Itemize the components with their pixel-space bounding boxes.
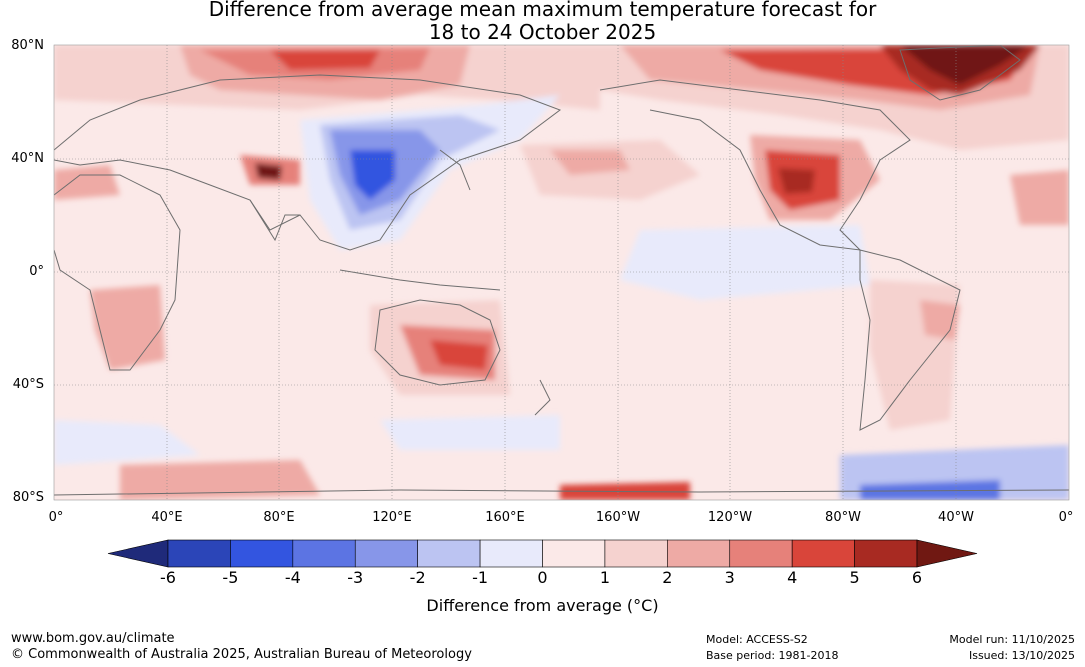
anomaly-europe: [54, 165, 120, 200]
anomaly-central-asia-core: [255, 163, 282, 180]
coast-greenland: [899, 45, 1021, 101]
coast-south-america: [859, 249, 961, 431]
lon-label-0-left: 0°: [48, 510, 64, 525]
coast-australia: [374, 299, 501, 386]
anomaly-southern-cool-1: [54, 420, 200, 465]
lon-label-40w: 40°W: [938, 510, 974, 525]
anomaly-eq-pacific: [620, 225, 870, 300]
colorbar-tick-label: -3: [347, 568, 364, 587]
chart-title: Difference from average mean maximum tem…: [0, 0, 1085, 44]
colorbar-segment: [167, 539, 231, 568]
title-line-1: Difference from average mean maximum tem…: [208, 0, 877, 21]
colorbar-segment: [791, 539, 855, 568]
colorbar-tick-label: -4: [284, 568, 301, 587]
lon-label-0-right: 0°: [1058, 510, 1074, 525]
lon-label-120w: 120°W: [707, 510, 753, 525]
colorbar-tick-label: 6: [911, 568, 923, 587]
colorbar-tick-label: 3: [724, 568, 735, 587]
title-line-2: 18 to 24 October 2025: [428, 20, 657, 44]
colorbar-tick-label: -6: [160, 568, 176, 587]
colorbar-tick-label: 1: [599, 568, 610, 587]
anomaly-southern-cool-2: [380, 415, 560, 450]
lat-label-80s: 80°S: [12, 490, 44, 505]
anomaly-npac-warm: [550, 150, 630, 175]
footer-issued: Issued: 13/10/2025: [968, 649, 1075, 662]
colorbar-tick-label: 2: [662, 568, 673, 587]
coast-africa: [54, 174, 181, 371]
coast-north-america: [599, 79, 911, 251]
coast-eurasia: [54, 74, 562, 251]
colorbar-extend-max: [916, 539, 978, 568]
colorbar-tick-label: 5: [849, 568, 860, 587]
anomaly-china-coldest: [350, 150, 395, 200]
colorbar-tick-label: 0: [537, 568, 548, 587]
coast-nz: [534, 379, 551, 416]
anomaly-southern-warm: [120, 460, 320, 500]
colorbar-tick-label: 4: [787, 568, 798, 587]
colorbar-tick-label: -5: [222, 568, 239, 587]
colorbar-tick-label: -2: [409, 568, 426, 587]
lat-label-40s: 40°S: [12, 377, 44, 392]
anomaly-antarctic-cold: [860, 480, 1000, 500]
lat-label-80n: 80°N: [11, 38, 44, 53]
colorbar-segment: [479, 539, 543, 568]
lon-label-120e: 120°E: [372, 510, 412, 525]
lon-label-40e: 40°E: [151, 510, 183, 525]
anomaly-australia-core: [430, 340, 488, 370]
anomaly-usa-core: [778, 168, 815, 194]
colorbar-segment: [604, 539, 668, 568]
coastlines: [54, 45, 1069, 496]
map-frame: [53, 44, 1070, 501]
lat-label-equator: 0°: [29, 264, 44, 279]
lon-label-80w: 80°W: [825, 510, 861, 525]
lon-label-160e: 160°E: [485, 510, 525, 525]
anomaly-layer: [54, 45, 1069, 500]
colorbar-segment: [729, 539, 793, 568]
anomaly-arctic-eurasia-core: [270, 50, 380, 70]
coast-japan: [439, 149, 471, 191]
lon-label-80e: 80°E: [263, 510, 295, 525]
anomaly-greenland-extreme: [900, 45, 1030, 85]
lat-label-40n: 40°N: [11, 151, 44, 166]
lon-label-160w: 160°W: [595, 510, 641, 525]
colorbar-segment: [354, 539, 418, 568]
colorbar-segment: [854, 539, 918, 568]
coast-indonesia: [339, 269, 501, 291]
colorbar-tick-label: -1: [472, 568, 489, 587]
colorbar-extend-min: [107, 539, 169, 568]
coast-india: [249, 199, 300, 242]
footer-url: www.bom.gov.au/climate: [11, 631, 175, 646]
colorbar-segment: [292, 539, 356, 568]
colorbar-segment: [417, 539, 481, 568]
colorbar-segment: [542, 539, 606, 568]
colorbar-segment: [230, 539, 294, 568]
footer-base-period: Base period: 1981-2018: [706, 649, 839, 662]
anomaly-antarctic-warm: [560, 482, 690, 500]
colorbar-segment: [667, 539, 731, 568]
anomaly-natlantic: [1010, 170, 1069, 225]
coast-antarctica: [54, 489, 1069, 496]
footer-model: Model: ACCESS-S2: [706, 633, 808, 646]
colorbar-label: Difference from average (°C): [426, 596, 659, 615]
footer-model-run: Model run: 11/10/2025: [949, 633, 1075, 646]
footer-copyright: © Commonwealth of Australia 2025, Austra…: [11, 647, 472, 662]
graticule: [54, 45, 1069, 500]
